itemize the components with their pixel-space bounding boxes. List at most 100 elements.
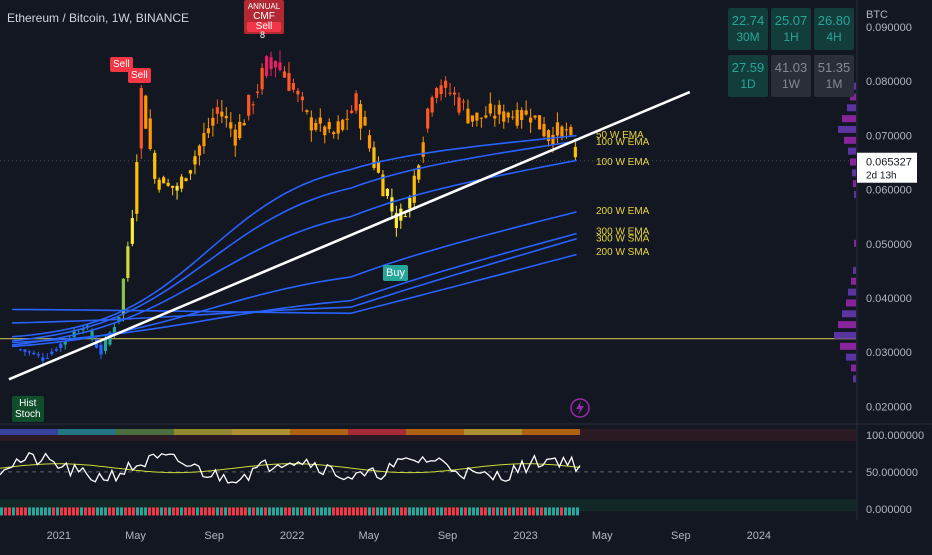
- oscillator-histogram-bar: [388, 507, 391, 516]
- volume-profile-bar: [846, 353, 856, 361]
- oscillator-histogram-bar: [112, 507, 115, 516]
- candle-body: [309, 117, 313, 131]
- oscillator-histogram-bar: [104, 507, 107, 516]
- candle-body: [452, 92, 457, 95]
- oscillator-histogram-bar: [452, 507, 455, 516]
- oscillator-histogram-bar: [340, 507, 343, 516]
- ma-label: 300 W SMA: [596, 233, 650, 244]
- y-tick-label: 0.080000: [866, 76, 912, 88]
- candle-body: [32, 352, 36, 355]
- volume-profile-bar: [850, 158, 856, 166]
- oscillator-histogram-bar: [96, 507, 99, 516]
- volume-profile-bar: [847, 104, 856, 112]
- oscillator-histogram-bar: [368, 507, 371, 516]
- candle-body: [197, 145, 202, 156]
- oscillator-histogram-bar: [324, 507, 327, 516]
- rsi-table: 22.74 30M 25.07 1H 26.80 4H 27.59 1D 41.03 1W…: [728, 8, 854, 97]
- oscillator-histogram-bar: [308, 507, 311, 516]
- oscillator-histogram-bar: [196, 507, 199, 516]
- oscillator-histogram-bar: [32, 507, 35, 516]
- rsi-cell: 26.80 4H: [814, 8, 854, 50]
- oscillator-histogram-bar: [484, 507, 487, 516]
- candle-body: [188, 170, 193, 174]
- rsi-cell: 51.35 1M: [814, 55, 854, 97]
- volume-profile-bar: [838, 321, 856, 329]
- trend-color-bar: [348, 429, 406, 435]
- oscillator-histogram-bar: [380, 507, 383, 516]
- candle-body: [470, 115, 475, 122]
- oscillator-histogram-bar: [392, 507, 395, 516]
- candle-body: [23, 349, 27, 352]
- oscillator-histogram-bar: [540, 507, 543, 516]
- volume-profile-bar: [851, 277, 856, 285]
- oscillator-histogram-bar: [12, 507, 15, 516]
- oscillator-histogram-bar: [364, 507, 367, 516]
- x-tick-label: Sep: [438, 530, 458, 542]
- stoch-text: Stoch: [15, 409, 41, 420]
- oscillator-histogram-bar: [156, 507, 159, 516]
- oscillator-histogram-bar: [416, 507, 419, 516]
- candle-body: [278, 62, 282, 71]
- oscillator-histogram-bar: [180, 507, 183, 516]
- candle-body: [569, 127, 573, 136]
- candle-body: [341, 119, 345, 130]
- osc-y-tick-label: 50.000000: [866, 467, 918, 479]
- oscillator-histogram-bar: [232, 507, 235, 516]
- oscillator-histogram-bar: [172, 507, 175, 516]
- oscillator-histogram-bar: [536, 507, 539, 516]
- candle-body: [260, 67, 264, 90]
- oscillator-histogram-bar: [284, 507, 287, 516]
- candle-body: [220, 111, 224, 117]
- candle-body: [537, 115, 542, 130]
- candle-body: [179, 176, 184, 189]
- oscillator-histogram-bar: [504, 507, 507, 516]
- oscillator-histogram-bar: [36, 507, 39, 516]
- candle-body: [256, 91, 260, 93]
- oscillator-histogram-bar: [352, 507, 355, 516]
- oscillator-histogram-bar: [480, 507, 483, 516]
- cmf-number: 8: [260, 30, 266, 40]
- lightning-icon: [576, 401, 584, 415]
- oscillator-histogram-bar: [316, 507, 319, 516]
- oscillator-histogram-bar: [24, 507, 27, 516]
- candle-body: [381, 174, 385, 197]
- oscillator-histogram-bar: [260, 507, 263, 516]
- volume-profile-bar: [851, 364, 856, 372]
- axis-unit-label: BTC: [866, 9, 888, 21]
- candle-body: [318, 117, 322, 124]
- y-tick-label: 0.050000: [866, 239, 912, 251]
- oscillator-histogram-bar: [124, 507, 127, 516]
- volume-profile-bar: [853, 82, 856, 90]
- y-tick-label: 0.090000: [866, 22, 912, 34]
- x-tick-label: 2024: [747, 530, 771, 542]
- oscillator-histogram-bar: [212, 507, 215, 516]
- candle-body: [291, 83, 296, 90]
- y-tick-label: 0.040000: [866, 293, 912, 305]
- oscillator-histogram-bar: [148, 507, 151, 516]
- oscillator-histogram-bar: [128, 507, 131, 516]
- candle-body: [461, 101, 466, 103]
- candle-body: [166, 182, 170, 186]
- sell-signal-label: Sell: [247, 22, 281, 32]
- candle-body: [139, 87, 143, 149]
- oscillator-histogram-bar: [188, 507, 191, 516]
- candle-body: [497, 104, 501, 115]
- x-tick-label: May: [125, 530, 146, 542]
- candle-body: [358, 104, 363, 129]
- candle-body: [403, 216, 407, 218]
- candle-body: [350, 110, 354, 113]
- oscillator-histogram-bar: [404, 507, 407, 516]
- lightning-icon: [570, 398, 590, 418]
- oscillator-histogram-bar: [268, 507, 271, 516]
- oscillator-histogram-bar: [312, 507, 315, 516]
- candle-body: [502, 111, 506, 122]
- oscillator-histogram-bar: [508, 507, 511, 516]
- oscillator-histogram-bar: [60, 507, 63, 516]
- x-tick-label: Sep: [204, 530, 224, 542]
- osc-y-tick-label: 0.000000: [866, 504, 912, 516]
- candle-body: [300, 96, 304, 101]
- oscillator-histogram-bar: [568, 507, 571, 516]
- oscillator-histogram-bar: [288, 507, 291, 516]
